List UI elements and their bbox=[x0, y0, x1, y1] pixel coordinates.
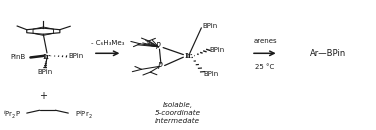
Text: BPin: BPin bbox=[68, 53, 83, 59]
Text: BPin: BPin bbox=[210, 47, 225, 53]
Text: Ar—BPin: Ar—BPin bbox=[310, 49, 346, 58]
Text: BPin: BPin bbox=[38, 69, 53, 75]
Text: P$^i$Pr$_2$: P$^i$Pr$_2$ bbox=[74, 108, 92, 121]
Text: arenes: arenes bbox=[253, 38, 277, 44]
Text: $^i$Pr$_2$P: $^i$Pr$_2$P bbox=[3, 108, 21, 121]
Text: Isolable,
5-coordinate
intermedate: Isolable, 5-coordinate intermedate bbox=[155, 102, 200, 123]
Text: +: + bbox=[39, 91, 47, 101]
Text: P: P bbox=[156, 42, 161, 51]
Text: BPin: BPin bbox=[203, 23, 218, 29]
Text: Ir: Ir bbox=[43, 53, 51, 61]
Text: Ir: Ir bbox=[185, 52, 193, 60]
Text: 25 °C: 25 °C bbox=[255, 64, 274, 70]
Text: BPin: BPin bbox=[203, 71, 218, 77]
Text: P: P bbox=[158, 62, 162, 71]
Text: PinB: PinB bbox=[10, 54, 26, 60]
Text: - C₆H₃Me₃: - C₆H₃Me₃ bbox=[91, 40, 124, 45]
